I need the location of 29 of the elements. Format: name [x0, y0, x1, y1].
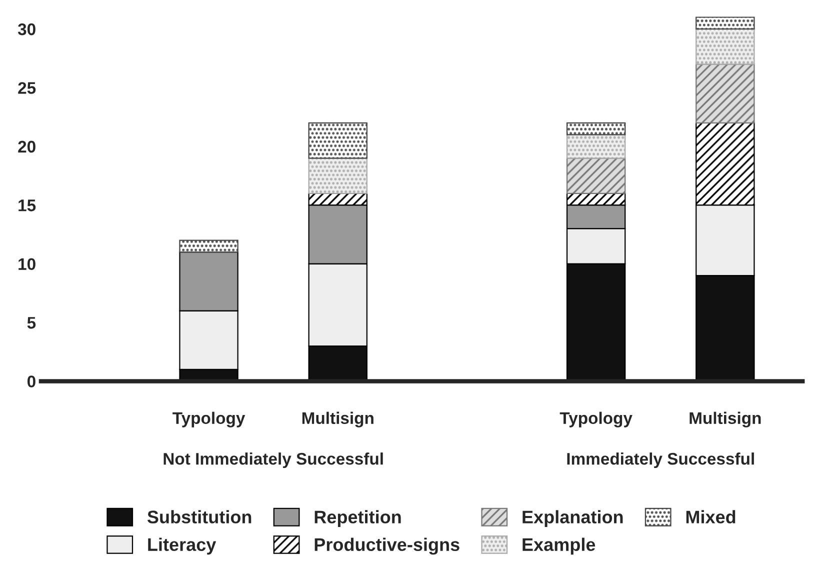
bar — [696, 16, 755, 30]
bar — [308, 158, 368, 194]
legend-label: Mixed — [686, 510, 736, 524]
bar — [696, 64, 755, 124]
y-tick-label: 5 — [27, 317, 36, 329]
bar — [566, 122, 626, 136]
text: Immediately Successful — [567, 452, 754, 468]
y-tick-label: 25 — [18, 82, 36, 94]
legend-label: Repetition — [314, 510, 401, 527]
bar — [566, 158, 626, 194]
legend-label: Literacy — [148, 538, 216, 555]
x-tick-label: Typology — [172, 412, 246, 428]
y-tick-label: 30 — [18, 23, 36, 36]
legend-label: Example — [522, 538, 596, 555]
legend-label: Productive-signs — [314, 538, 460, 555]
x-tick-label: Multisign — [690, 412, 761, 428]
bar — [308, 122, 368, 159]
text: Not Immediately Successful — [164, 452, 383, 468]
bar — [696, 28, 755, 65]
bar — [179, 240, 238, 253]
y-tick-label: 15 — [18, 200, 36, 212]
legend-label: Substitution — [147, 510, 252, 524]
y-tick-label: 20 — [18, 140, 36, 153]
x-tick-label: Typology — [560, 412, 632, 428]
legend-label: Explanation — [522, 510, 623, 527]
y-tick-label: 10 — [18, 258, 36, 270]
bar — [566, 134, 626, 159]
x-tick-label: Multisign — [302, 412, 374, 428]
y-tick-label: 0 — [27, 376, 36, 388]
